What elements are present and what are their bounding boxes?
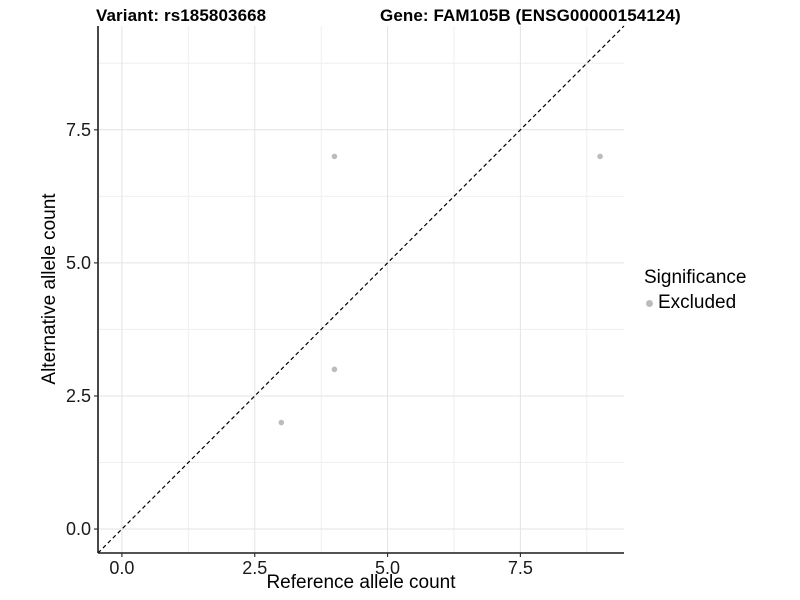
plot-title-variant: Variant: rs185803668 [96, 6, 267, 25]
legend-entry-excluded: Excluded [644, 292, 746, 314]
y-tick-label: 7.5 [66, 120, 91, 140]
data-point [278, 419, 285, 426]
y-tick-label: 5.0 [66, 253, 91, 273]
x-tick-label: 2.5 [242, 558, 267, 578]
data-point [597, 153, 603, 160]
data-point [331, 153, 338, 160]
excluded-point-icon [646, 299, 653, 307]
identity-line [97, 25, 625, 554]
y-tick-label: 2.5 [66, 386, 91, 406]
x-tick-label: 5.0 [375, 558, 400, 578]
x-tick-label: 7.5 [508, 558, 533, 578]
legend: Significance Excluded [644, 267, 746, 314]
x-tick-label: 0.0 [109, 558, 134, 578]
plot-title-gene: Gene: FAM105B (ENSG00000154124) [380, 6, 681, 25]
legend-entry-label: Excluded [658, 292, 737, 313]
legend-title: Significance [644, 267, 747, 288]
data-point [331, 366, 338, 373]
y-axis-title: Alternative allele count [39, 193, 60, 385]
y-tick-label: 0.0 [66, 519, 91, 539]
x-axis-title: Reference allele count [266, 572, 456, 593]
